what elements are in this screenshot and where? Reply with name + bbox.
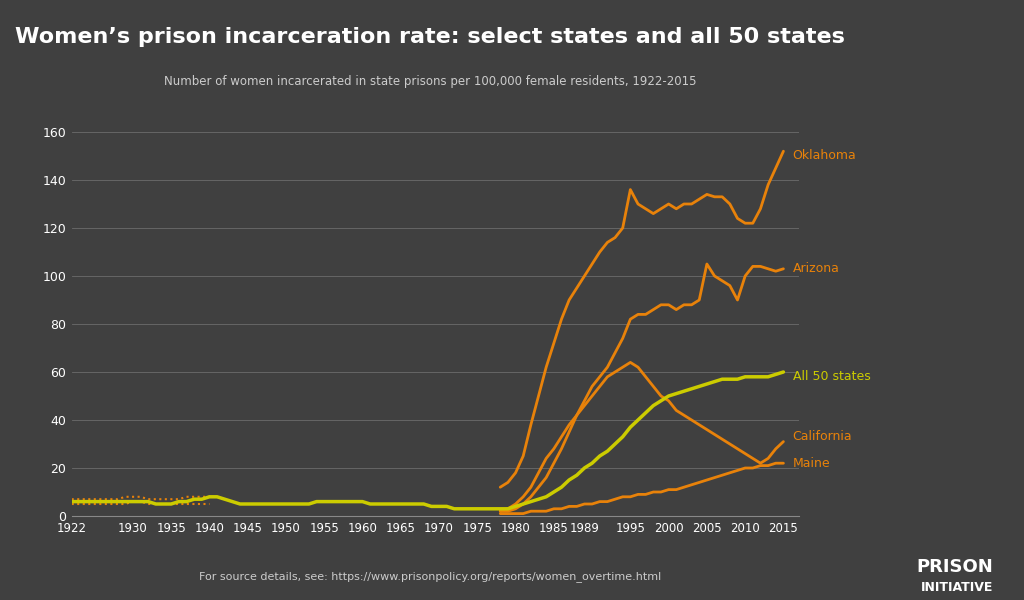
Text: All 50 states: All 50 states <box>793 370 870 383</box>
Text: California: California <box>793 430 852 443</box>
Text: Women’s prison incarceration rate: select states and all 50 states: Women’s prison incarceration rate: selec… <box>15 27 845 47</box>
Text: Oklahoma: Oklahoma <box>793 149 856 163</box>
Text: Arizona: Arizona <box>793 262 840 275</box>
Text: INITIATIVE: INITIATIVE <box>921 581 993 594</box>
Text: For source details, see: https://www.prisonpolicy.org/reports/women_overtime.htm: For source details, see: https://www.pri… <box>199 571 662 582</box>
Text: Maine: Maine <box>793 457 830 470</box>
Text: Number of women incarcerated in state prisons per 100,000 female residents, 1922: Number of women incarcerated in state pr… <box>164 75 696 88</box>
Text: PRISON: PRISON <box>916 558 993 576</box>
